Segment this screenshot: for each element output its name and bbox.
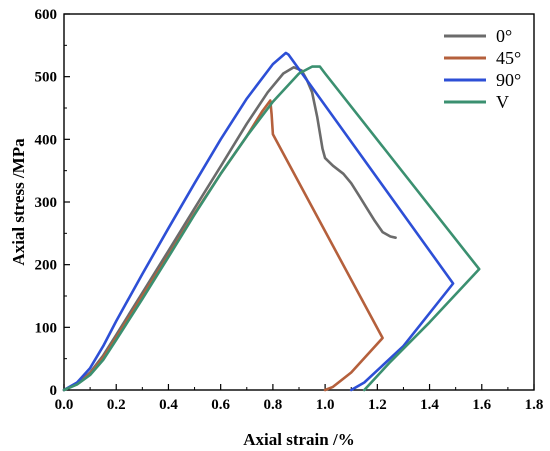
x-tick-label: 0.6 xyxy=(211,397,230,413)
series-lines xyxy=(62,51,481,392)
x-tick-label: 1.4 xyxy=(420,397,439,413)
legend-label: 0° xyxy=(496,26,512,46)
legend-label: 90° xyxy=(496,70,521,90)
y-tick-label: 500 xyxy=(35,70,58,86)
legend-label: V xyxy=(496,92,509,112)
legend-label: 45° xyxy=(496,48,521,68)
y-tick-label: 600 xyxy=(35,7,58,23)
legend: 0°45°90°V xyxy=(444,26,521,112)
x-tick-label: 0.0 xyxy=(55,397,74,413)
series-line-0 xyxy=(62,66,397,392)
x-tick-label: 0.4 xyxy=(159,397,178,413)
y-tick-label: 0 xyxy=(50,383,58,399)
x-axis-title: Axial strain /% xyxy=(243,430,354,449)
y-axis-title: Axial stress /MPa xyxy=(9,138,28,266)
x-tick-label: 0.2 xyxy=(107,397,126,413)
x-tick-label: 1.2 xyxy=(368,397,387,413)
y-tick-label: 300 xyxy=(35,195,58,211)
x-tick-label: 1.8 xyxy=(525,397,544,413)
series-line-2 xyxy=(62,51,455,392)
x-tick-label: 0.8 xyxy=(264,397,283,413)
y-tick-label: 200 xyxy=(35,258,58,274)
series-line-3 xyxy=(62,65,481,392)
y-tick-label: 400 xyxy=(35,132,58,148)
x-tick-label: 1.0 xyxy=(316,397,335,413)
y-tick-label: 100 xyxy=(35,320,58,336)
x-tick-label: 1.6 xyxy=(472,397,491,413)
axes: 0.0 0.2 0.4 0.6 0.8 1.0 1.2 1.4 1.6 1.8 0 100 200 300… xyxy=(35,7,544,413)
